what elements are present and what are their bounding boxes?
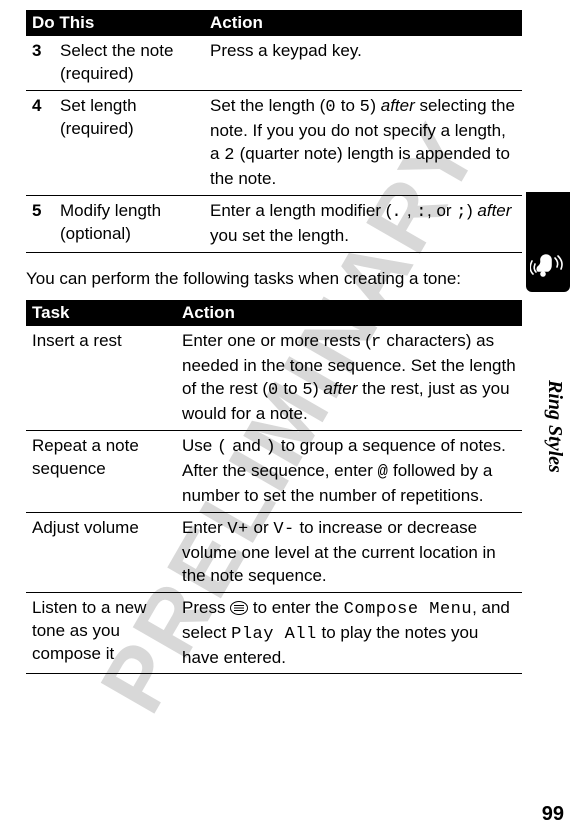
text-span: Enter — [182, 518, 227, 537]
text-span: , — [402, 201, 416, 220]
text-span: after — [323, 379, 357, 398]
text-span: ) — [467, 201, 477, 220]
step-name: Select the note (required) — [54, 36, 204, 90]
text-span: you set the length. — [210, 226, 349, 245]
task-name: Repeat a note sequence — [26, 431, 176, 513]
text-span: Enter one or more rests ( — [182, 331, 371, 350]
text-span: Compose Menu — [344, 600, 472, 619]
text-span: 2 — [224, 146, 235, 165]
text-span: Set the length ( — [210, 96, 325, 115]
table-header: Action — [204, 10, 522, 36]
text-span: 5 — [360, 98, 371, 117]
step-action: Enter a length modifier (. , :, or ;) af… — [204, 195, 522, 252]
text-span: to — [336, 96, 360, 115]
task-action: Enter one or more rests (r characters) a… — [176, 326, 522, 430]
text-span: 0 — [268, 381, 279, 400]
tasks-table: Task Action Insert a restEnter one or mo… — [26, 300, 522, 674]
steps-table: Do This Action 3Select the note (require… — [26, 10, 522, 253]
task-name: Insert a rest — [26, 326, 176, 430]
text-span: Enter a length modifier ( — [210, 201, 391, 220]
step-number: 4 — [26, 90, 54, 195]
text-span: ) — [370, 96, 380, 115]
menu-key-icon — [230, 601, 248, 615]
text-span: 5 — [302, 381, 313, 400]
table-row: 3Select the note (required) Press a keypa… — [26, 36, 522, 90]
table-header: Action — [176, 300, 522, 326]
text-span: or — [249, 518, 274, 537]
text-span: V+ — [227, 520, 248, 539]
task-action: Enter V+ or V- to increase or decrease v… — [176, 512, 522, 592]
text-span: Press a keypad key. — [210, 41, 362, 60]
task-name: Listen to a new tone as you compose it — [26, 592, 176, 674]
text-span: to enter the — [248, 598, 343, 617]
text-span: Use — [182, 436, 217, 455]
table-row: 5Modify length (optional)Enter a length … — [26, 195, 522, 252]
text-span: Play All — [231, 625, 317, 644]
text-span: @ — [378, 463, 389, 482]
table-row: Listen to a new tone as you compose itPr… — [26, 592, 522, 674]
step-name: Modify length (optional) — [54, 195, 204, 252]
text-span: , or — [427, 201, 456, 220]
text-span: (quarter note) length is appended to the… — [210, 144, 510, 188]
text-span: to — [279, 379, 303, 398]
task-action: Use ( and ) to group a sequence of notes… — [176, 431, 522, 513]
text-span: after — [381, 96, 415, 115]
text-span: 0 — [325, 98, 336, 117]
text-span: ) — [265, 438, 276, 457]
text-span: r — [371, 333, 382, 352]
table-row: Repeat a note sequenceUse ( and ) to gro… — [26, 431, 522, 513]
text-span: V- — [273, 520, 294, 539]
body-paragraph: You can perform the following tasks when… — [26, 267, 522, 291]
table-row: Insert a restEnter one or more rests (r … — [26, 326, 522, 430]
step-action: Press a keypad key. — [204, 36, 522, 90]
step-number: 3 — [26, 36, 54, 90]
step-name: Set length (required) — [54, 90, 204, 195]
table-header: Do This — [26, 10, 204, 36]
table-row: 4Set length (required)Set the length (0 … — [26, 90, 522, 195]
text-span: Press — [182, 598, 230, 617]
text-span: and — [228, 436, 266, 455]
page-content: Do This Action 3Select the note (require… — [0, 0, 582, 684]
task-name: Adjust volume — [26, 512, 176, 592]
text-span: ( — [217, 438, 228, 457]
text-span: ) — [313, 379, 323, 398]
page-number: 99 — [542, 803, 564, 826]
text-span: . — [391, 203, 402, 222]
step-action: Set the length (0 to 5) after selecting … — [204, 90, 522, 195]
text-span: : — [416, 203, 427, 222]
text-span: after — [477, 201, 511, 220]
table-header: Task — [26, 300, 176, 326]
text-span: ; — [456, 203, 467, 222]
table-row: Adjust volumeEnter V+ or V- to increase … — [26, 512, 522, 592]
task-action: Press to enter the Compose Menu, and sel… — [176, 592, 522, 674]
step-number: 5 — [26, 195, 54, 252]
